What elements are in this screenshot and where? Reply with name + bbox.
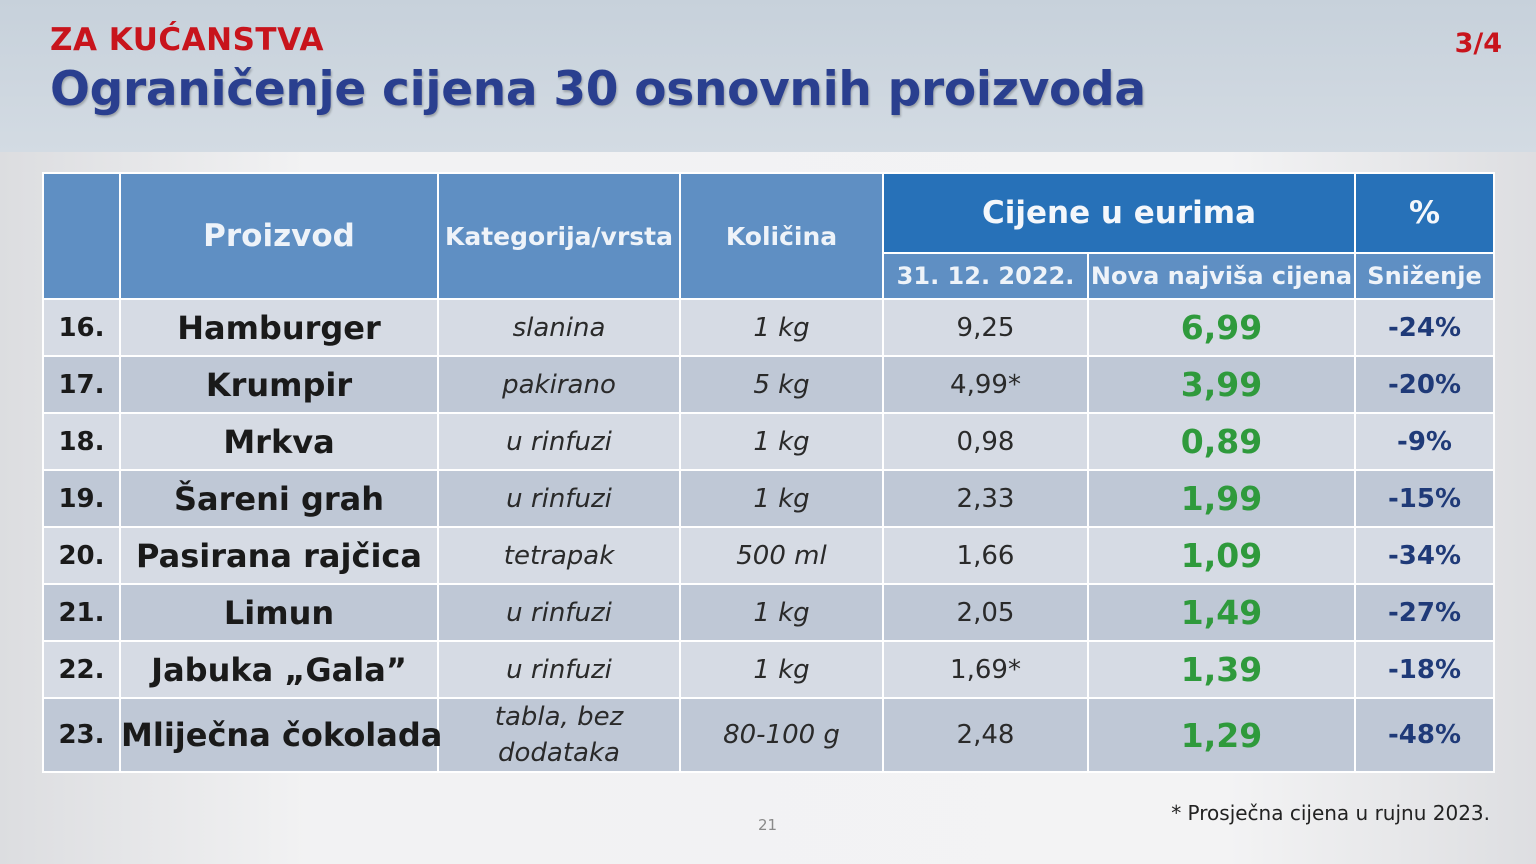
- old-price: 4,99*: [882, 355, 1089, 414]
- product-name: Hamburger: [119, 298, 439, 357]
- product-name: Pasirana rajčica: [119, 526, 439, 585]
- row-number: 18.: [42, 412, 121, 471]
- product-category: u rinfuzi: [437, 469, 681, 528]
- slide-counter: 3/4: [1454, 28, 1502, 59]
- price-reduction: -20%: [1354, 355, 1496, 414]
- product-category: u rinfuzi: [437, 583, 681, 642]
- price-reduction: -15%: [1354, 469, 1496, 528]
- old-price: 9,25: [882, 298, 1089, 357]
- page-number: 21: [758, 816, 778, 834]
- new-price: 3,99: [1086, 355, 1357, 414]
- old-price: 1,69*: [882, 640, 1089, 699]
- new-price: 1,99: [1086, 469, 1357, 528]
- new-price: 1,39: [1086, 640, 1357, 699]
- product-quantity: 500 ml: [679, 526, 884, 585]
- product-category: u rinfuzi: [437, 640, 681, 699]
- footnote: * Prosječna cijena u rujnu 2023.: [1171, 801, 1490, 825]
- old-price: 2,05: [882, 583, 1089, 642]
- row-number: 22.: [42, 640, 121, 699]
- product-name: Jabuka „Gala”: [119, 640, 439, 699]
- table-row: 19. Šareni grah u rinfuzi 1 kg 2,33 1,99…: [42, 469, 1496, 528]
- slide-header: ZA KUĆANSTVA 3/4 Ograničenje cijena 30 o…: [0, 0, 1536, 152]
- product-category: slanina: [437, 298, 681, 357]
- header-prices-group: Cijene u eurima: [881, 172, 1357, 254]
- header-old-price: 31. 12. 2022.: [882, 252, 1089, 300]
- product-category: tabla, bez dodataka: [437, 697, 681, 773]
- price-reduction: -27%: [1354, 583, 1496, 642]
- product-quantity: 1 kg: [679, 412, 884, 471]
- table-row: 17. Krumpir pakirano 5 kg 4,99* 3,99 -20…: [42, 355, 1496, 414]
- header-number: [42, 172, 121, 300]
- product-quantity: 1 kg: [679, 298, 884, 357]
- header-new-price: Nova najviša cijena: [1086, 252, 1357, 300]
- new-price: 1,09: [1086, 526, 1357, 585]
- row-number: 21.: [42, 583, 121, 642]
- header-percent-group: %: [1354, 172, 1496, 254]
- old-price: 0,98: [882, 412, 1089, 471]
- row-number: 16.: [42, 298, 121, 357]
- product-name: Mliječna čokolada: [119, 697, 442, 773]
- table-row: 22. Jabuka „Gala” u rinfuzi 1 kg 1,69* 1…: [42, 640, 1496, 699]
- product-name: Mrkva: [119, 412, 439, 471]
- table-row: 18. Mrkva u rinfuzi 1 kg 0,98 0,89 -9%: [42, 412, 1496, 471]
- slide-title: Ograničenje cijena 30 osnovnih proizvoda: [50, 62, 1146, 117]
- product-name: Šareni grah: [119, 469, 439, 528]
- price-reduction: -24%: [1354, 298, 1496, 357]
- product-quantity: 5 kg: [679, 355, 884, 414]
- price-reduction: -34%: [1354, 526, 1496, 585]
- product-category: u rinfuzi: [437, 412, 681, 471]
- table-row: 21. Limun u rinfuzi 1 kg 2,05 1,49 -27%: [42, 583, 1496, 642]
- product-quantity: 1 kg: [679, 469, 884, 528]
- product-category: tetrapak: [437, 526, 681, 585]
- new-price: 6,99: [1086, 298, 1357, 357]
- old-price: 2,48: [882, 697, 1089, 773]
- header-product: Proizvod: [119, 172, 439, 300]
- old-price: 2,33: [882, 469, 1089, 528]
- price-reduction: -9%: [1354, 412, 1496, 471]
- row-number: 23.: [42, 697, 121, 773]
- product-quantity: 1 kg: [679, 583, 884, 642]
- header-reduction: Sniženje: [1354, 252, 1496, 300]
- new-price: 1,29: [1086, 697, 1357, 773]
- product-quantity: 1 kg: [679, 640, 884, 699]
- product-name: Krumpir: [119, 355, 439, 414]
- old-price: 1,66: [882, 526, 1089, 585]
- price-reduction: -48%: [1354, 697, 1496, 773]
- section-kicker: ZA KUĆANSTVA: [50, 22, 324, 58]
- product-name: Limun: [119, 583, 439, 642]
- row-number: 19.: [42, 469, 121, 528]
- table-row: 20. Pasirana rajčica tetrapak 500 ml 1,6…: [42, 526, 1496, 585]
- table-row: 16. Hamburger slanina 1 kg 9,25 6,99 -24…: [42, 298, 1496, 357]
- table-row: 23. Mliječna čokolada tabla, bez dodatak…: [42, 697, 1496, 773]
- header-category: Kategorija/vrsta: [437, 172, 681, 300]
- price-reduction: -18%: [1354, 640, 1496, 699]
- new-price: 0,89: [1086, 412, 1357, 471]
- product-category: pakirano: [437, 355, 681, 414]
- price-table: Proizvod Kategorija/vrsta Količina Cijen…: [42, 172, 1496, 773]
- new-price: 1,49: [1086, 583, 1357, 642]
- header-quantity: Količina: [679, 172, 884, 300]
- row-number: 17.: [42, 355, 121, 414]
- product-quantity: 80-100 g: [679, 697, 884, 773]
- row-number: 20.: [42, 526, 121, 585]
